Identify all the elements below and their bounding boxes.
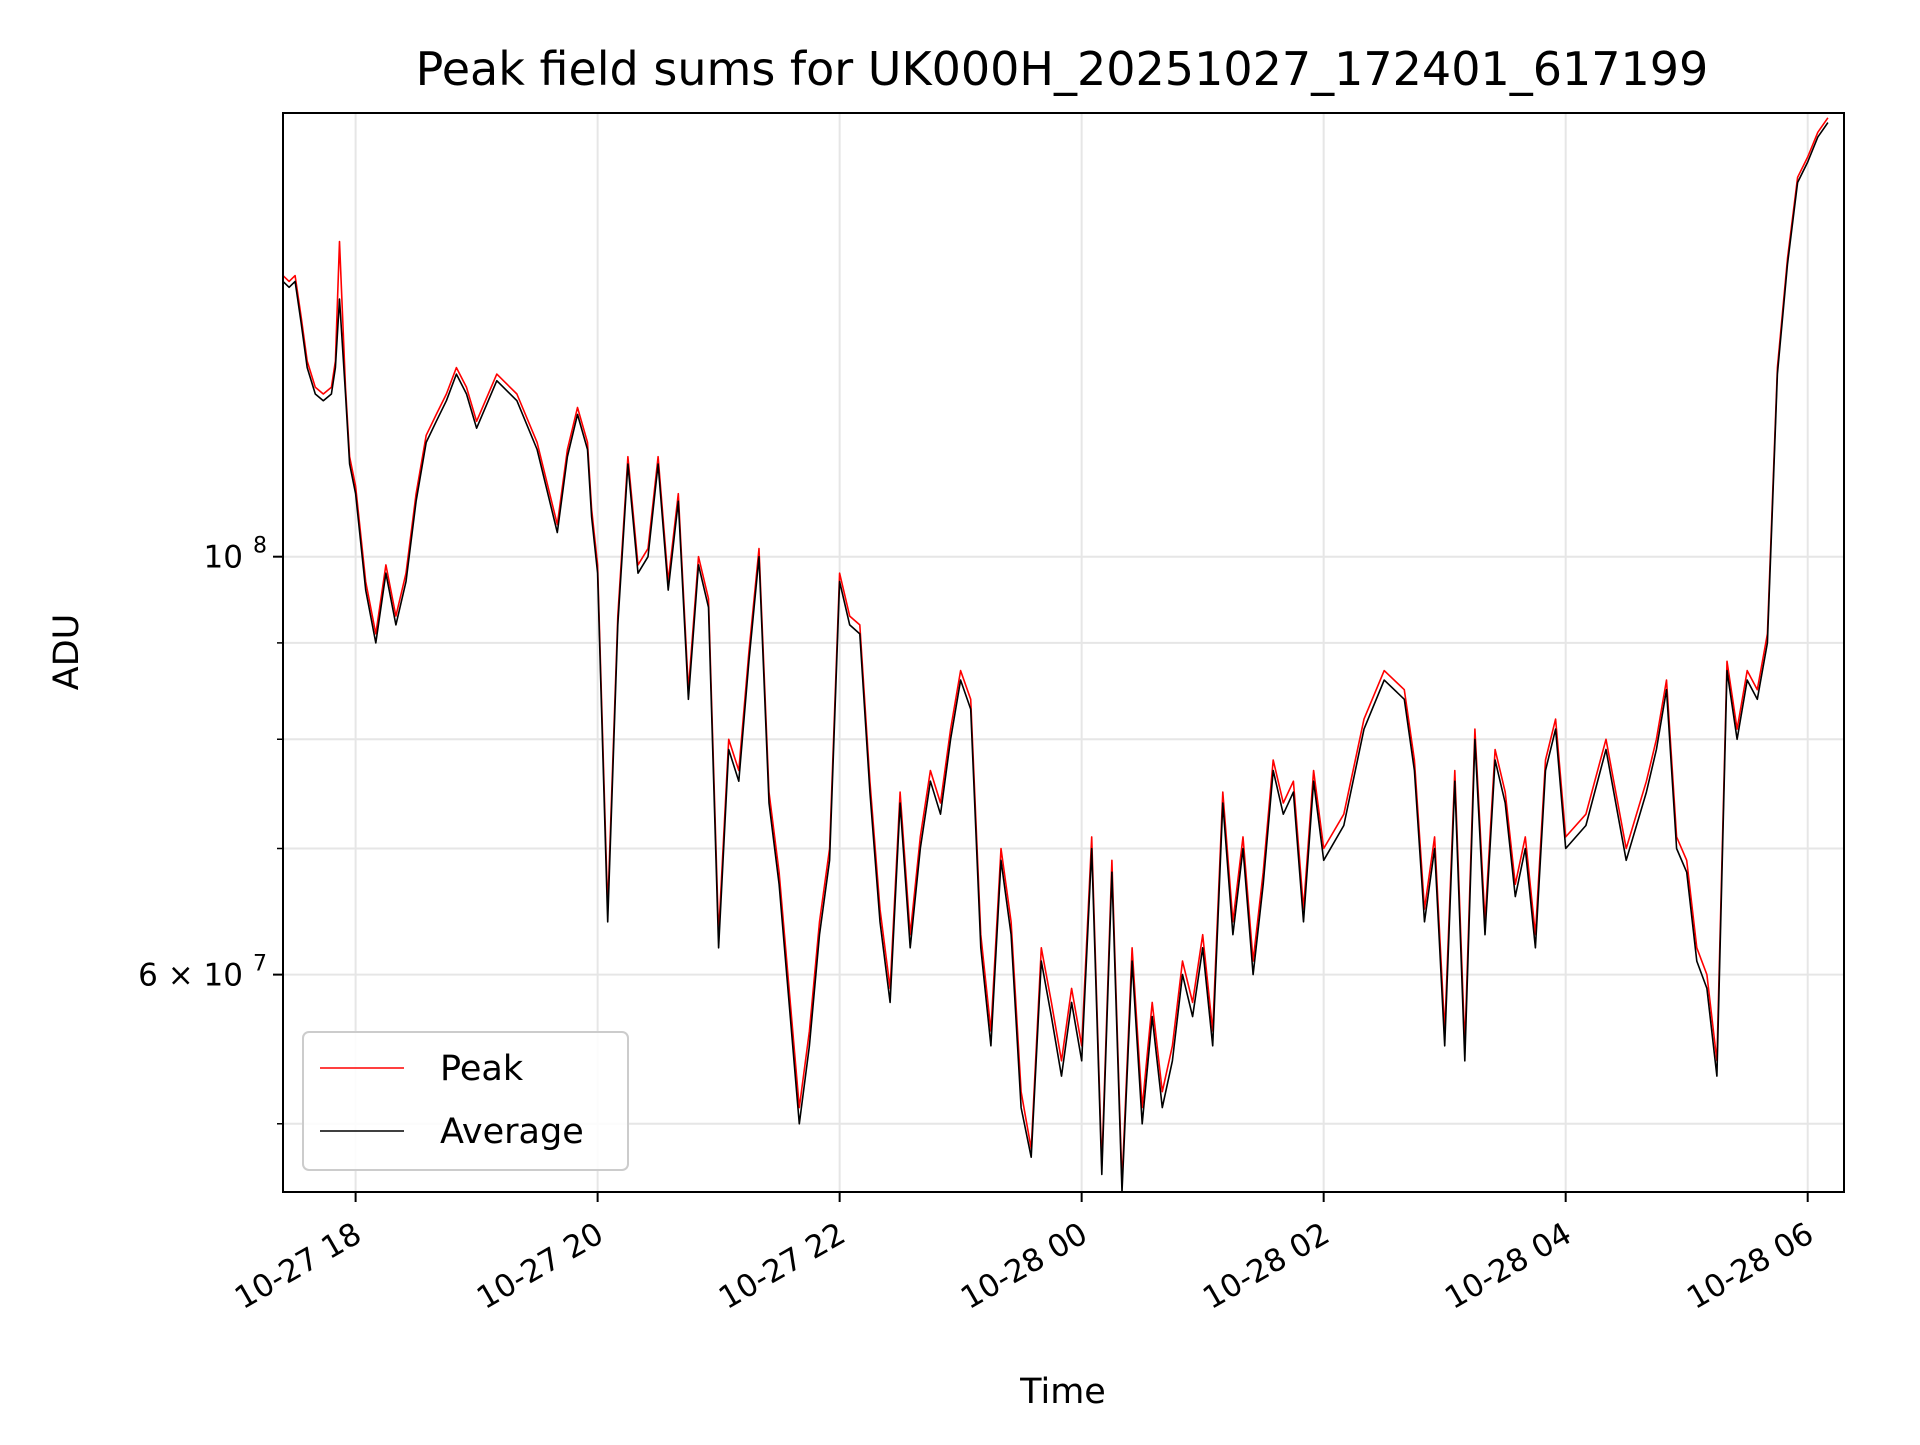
legend-label-average: Average	[440, 1112, 584, 1152]
grid	[283, 113, 1844, 1192]
x-tick-label: 10-27 20	[471, 1216, 610, 1317]
x-tick-label: 10-28 06	[1681, 1216, 1820, 1317]
chart-title: Peak field sums for UK000H_20251027_1724…	[416, 42, 1709, 96]
y-tick-label: 6 × 10	[138, 958, 243, 994]
series-line-peak	[282, 117, 1829, 1184]
legend: Peak Average	[302, 1031, 629, 1171]
y-tick-exponent: 8	[253, 534, 267, 559]
x-tick-label: 10-27 22	[713, 1216, 852, 1317]
y-axis-label: ADU	[47, 614, 87, 691]
y-axis-ticks: 6 × 10 7 10 8	[138, 534, 283, 1125]
x-tick-label: 10-28 00	[955, 1216, 1094, 1317]
x-tick-label: 10-27 18	[229, 1216, 368, 1317]
x-axis-ticks: 10-27 18 10-27 20 10-27 22 10-28 00 10-28 02…	[229, 1192, 1820, 1317]
legend-box	[302, 1031, 629, 1171]
x-tick-label: 10-28 02	[1197, 1216, 1336, 1317]
plot-frame	[282, 112, 1845, 1193]
x-axis-label: Time	[1019, 1372, 1106, 1412]
y-tick-label: 10	[204, 540, 243, 576]
legend-label-peak: Peak	[440, 1049, 524, 1089]
series-lines	[282, 117, 1829, 1193]
x-tick-label: 10-28 04	[1439, 1216, 1578, 1317]
y-tick-exponent: 7	[253, 952, 267, 977]
series-line-average	[282, 122, 1829, 1193]
